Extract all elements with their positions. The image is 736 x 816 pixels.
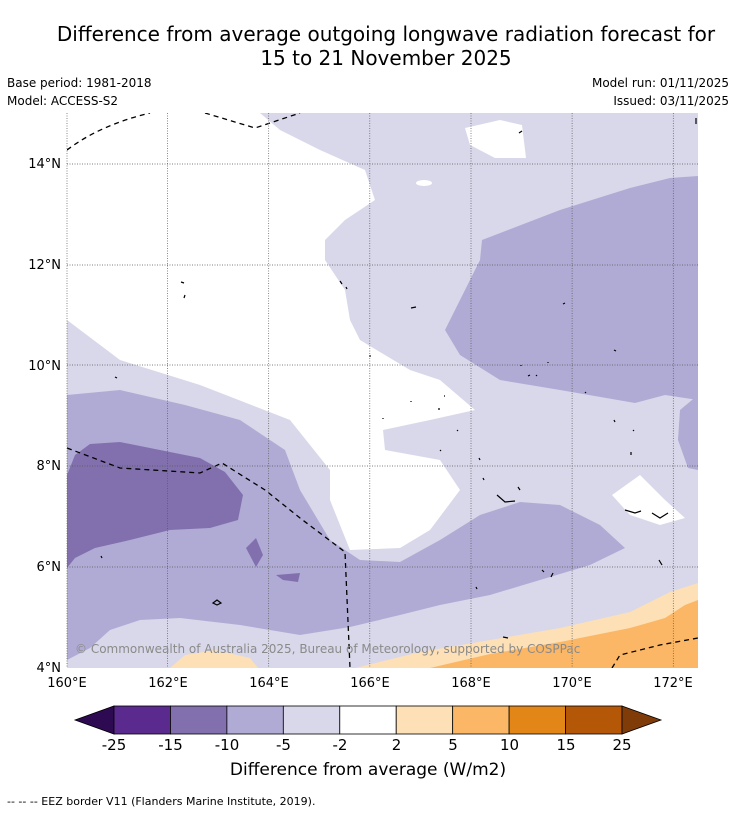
colorbar-tick-label: 5 <box>448 736 458 754</box>
colorbar-tick-label: -10 <box>214 736 240 754</box>
neutral-patch-small <box>416 180 432 186</box>
lon-label: 170°E <box>552 676 592 691</box>
lon-label: 166°E <box>350 676 390 691</box>
colorbar-segments <box>113 705 623 735</box>
colorbar-segment <box>226 705 284 735</box>
colorbar-tick-label: 15 <box>556 736 576 754</box>
lon-label: 162°E <box>148 676 188 691</box>
anomaly-patch-small-2 <box>276 573 300 582</box>
chart-title: Difference from average outgoing longwav… <box>0 22 736 70</box>
colorbar-tick-label: -5 <box>276 736 291 754</box>
neutral-patch-ne <box>465 120 526 158</box>
lat-label: 6°N <box>37 560 62 575</box>
meta-right: Model run: 01/11/2025 Issued: 03/11/2025 <box>592 74 729 110</box>
colorbar-extend-high <box>621 705 663 735</box>
copyright-text: © Commonwealth of Australia 2025, Bureau… <box>75 642 580 656</box>
anomaly-band-minus10-south <box>67 390 625 660</box>
meta-left: Base period: 1981-2018 Model: ACCESS-S2 <box>7 74 152 110</box>
model-run: Model run: 01/11/2025 <box>591 76 729 90</box>
islands <box>100 118 697 639</box>
colorbar-tick-label: 2 <box>391 736 402 754</box>
positive-band-2-5-south <box>170 650 258 668</box>
colorbar-segment <box>170 705 228 735</box>
colorbar-segment <box>508 705 566 735</box>
latitude-labels: 14°N 12°N 10°N 8°N 6°N 4°N <box>28 157 61 676</box>
colorbar-tick-label: 10 <box>499 736 520 754</box>
colorbar-tick-label: -15 <box>158 736 183 754</box>
title-line-1: Difference from average outgoing longwav… <box>56 22 716 46</box>
lat-label: 12°N <box>28 258 61 273</box>
eez-borders <box>67 113 698 668</box>
anomaly-patch-small-1 <box>246 538 263 567</box>
issued-date: Issued: 03/11/2025 <box>613 94 729 108</box>
colorbar-extend-low <box>73 705 115 735</box>
neutral-patch-e <box>612 475 685 525</box>
colorbar-tick-label: 25 <box>612 736 632 754</box>
colorbar-tick-label: -2 <box>332 736 348 754</box>
lon-label: 172°E <box>653 676 693 691</box>
model-name: Model: ACCESS-S2 <box>7 94 119 108</box>
lat-label: 10°N <box>28 359 61 374</box>
neutral-region <box>67 113 475 550</box>
colorbar-segment <box>565 705 623 735</box>
positive-band-5-10 <box>430 600 698 668</box>
graticule <box>67 113 698 668</box>
lat-label: 8°N <box>37 459 62 474</box>
longitude-labels: 160°E 162°E 164°E 166°E 168°E 170°E 172°… <box>47 676 693 691</box>
colorbar-segment <box>395 705 454 735</box>
anomaly-band-minus10-east <box>445 176 698 403</box>
lon-label: 168°E <box>451 676 491 691</box>
lon-label: 160°E <box>47 676 87 691</box>
lat-label: 4°N <box>37 661 62 676</box>
colorbar-title: Difference from average (W/m2) <box>229 760 507 780</box>
lon-label: 164°E <box>249 676 289 691</box>
colorbar-segment <box>282 705 341 735</box>
colorbar-segment <box>452 705 510 735</box>
colorbar-tick-label: -25 <box>101 736 127 754</box>
colorbar <box>73 705 663 735</box>
lat-label: 14°N <box>28 157 61 172</box>
title-line-2: 15 to 21 November 2025 <box>260 46 512 70</box>
colorbar-segment <box>113 705 171 735</box>
anomaly-band-minus10-east-edge <box>678 395 698 470</box>
base-period: Base period: 1981-2018 <box>7 76 152 90</box>
map-area <box>67 113 698 668</box>
colorbar-segment <box>339 705 397 735</box>
eez-footnote: -- -- -- EEZ border V11 (Flanders Marine… <box>7 795 316 808</box>
